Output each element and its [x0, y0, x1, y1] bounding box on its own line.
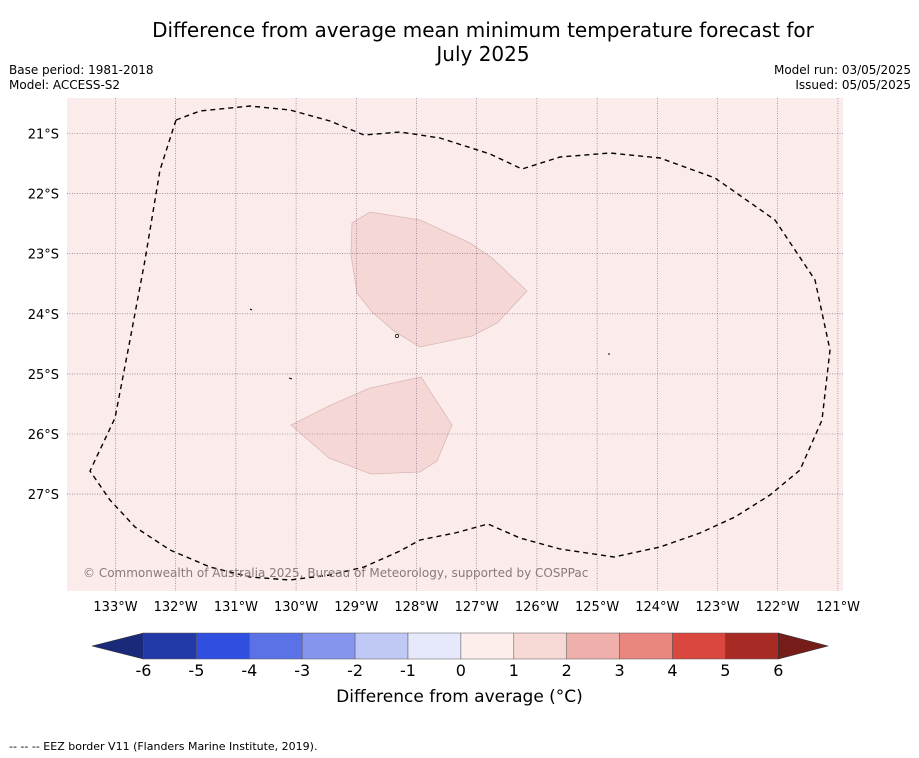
island: [395, 334, 399, 338]
colorbar-tick-label: 3: [615, 661, 625, 680]
longitude-label: 129°W: [334, 600, 378, 615]
colorbar-low-extend: [91, 632, 144, 660]
colorbar-tick-label: -4: [241, 661, 257, 680]
meta-left: Base period: 1981-2018 Model: ACCESS-S2: [9, 63, 154, 93]
colorbar: -6 -5 -4 -3 -2 -1 0 1 2 3 4 5 6: [91, 632, 830, 680]
colorbar-bin: [407, 632, 462, 660]
colorbar-tick-label: -2: [347, 661, 363, 680]
longitude-label: 130°W: [274, 600, 318, 615]
colorbar-bin: [566, 632, 620, 660]
issued-date: Issued: 05/05/2025: [795, 78, 911, 92]
map-background: [67, 98, 843, 591]
latitude-labels: 21°S 22°S 23°S 24°S 25°S 26°S 27°S: [28, 128, 59, 504]
latitude-label: 27°S: [28, 488, 59, 503]
title-line-1: Difference from average mean minimum tem…: [152, 18, 814, 42]
longitude-label: 125°W: [575, 600, 619, 615]
longitude-label: 133°W: [93, 600, 137, 615]
colorbar-bin: [672, 632, 726, 660]
chart-title: Difference from average mean minimum tem…: [0, 18, 919, 66]
latitude-label: 23°S: [28, 248, 59, 263]
footer-note: -- -- -- EEZ border V11 (Flanders Marine…: [9, 740, 318, 753]
colorbar-tick-label: -1: [400, 661, 416, 680]
colorbar-tick-label: 0: [456, 661, 466, 680]
colorbar-bin: [301, 632, 356, 660]
longitude-label: 132°W: [154, 600, 198, 615]
base-period: Base period: 1981-2018: [9, 63, 154, 77]
colorbar-bin: [513, 632, 567, 660]
longitude-label: 124°W: [635, 600, 679, 615]
copyright-text: © Commonwealth of Australia 2025, Bureau…: [83, 566, 588, 580]
model-name: Model: ACCESS-S2: [9, 78, 121, 92]
model-run: Model run: 03/05/2025: [773, 63, 911, 77]
latitude-label: 24°S: [28, 308, 59, 323]
colorbar-bin: [460, 632, 515, 660]
islands: [249, 308, 610, 380]
colorbar-bin: [354, 632, 409, 660]
latitude-label: 25°S: [28, 368, 59, 383]
longitude-label: 128°W: [394, 600, 438, 615]
colorbar-tick-label: 1: [509, 661, 519, 680]
colorbar-tick-label: 2: [562, 661, 572, 680]
colorbar-bin: [725, 632, 779, 660]
anomaly-region-north: [350, 211, 528, 348]
latitude-label: 22°S: [28, 188, 59, 203]
island: [249, 308, 253, 311]
colorbar-tick-label: -5: [188, 661, 204, 680]
latitude-label: 21°S: [28, 128, 59, 143]
longitude-label: 122°W: [756, 600, 800, 615]
island: [288, 377, 293, 380]
anomaly-region-south: [290, 376, 453, 475]
colorbar-tick-label: -3: [294, 661, 310, 680]
eez-border: [89, 105, 831, 581]
colorbar-tick-label: 4: [667, 661, 677, 680]
meta-right: Model run: 03/05/2025 Issued: 05/05/2025: [774, 63, 911, 93]
longitude-label: 127°W: [455, 600, 499, 615]
colorbar-bin: [619, 632, 673, 660]
title-line-2: July 2025: [436, 42, 530, 66]
longitude-label: 121°W: [816, 600, 860, 615]
colorbar-bin: [196, 632, 250, 660]
longitude-label: 126°W: [515, 600, 559, 615]
latitude-label: 26°S: [28, 428, 59, 443]
colorbar-high-extend: [778, 632, 830, 660]
colorbar-tick-label: -6: [136, 661, 152, 680]
colorbar-bin: [143, 632, 197, 660]
longitude-label: 131°W: [214, 600, 258, 615]
longitude-label: 123°W: [695, 600, 739, 615]
colorbar-tick-label: 5: [720, 661, 730, 680]
colorbar-bin: [249, 632, 303, 660]
longitude-labels: 133°W 132°W 131°W 130°W 129°W 128°W 127°W 126°W…: [93, 600, 860, 615]
colorbar-label: Difference from average (°C): [336, 687, 583, 707]
colorbar-tick-label: 6: [773, 661, 783, 680]
gridlines: [67, 98, 843, 591]
